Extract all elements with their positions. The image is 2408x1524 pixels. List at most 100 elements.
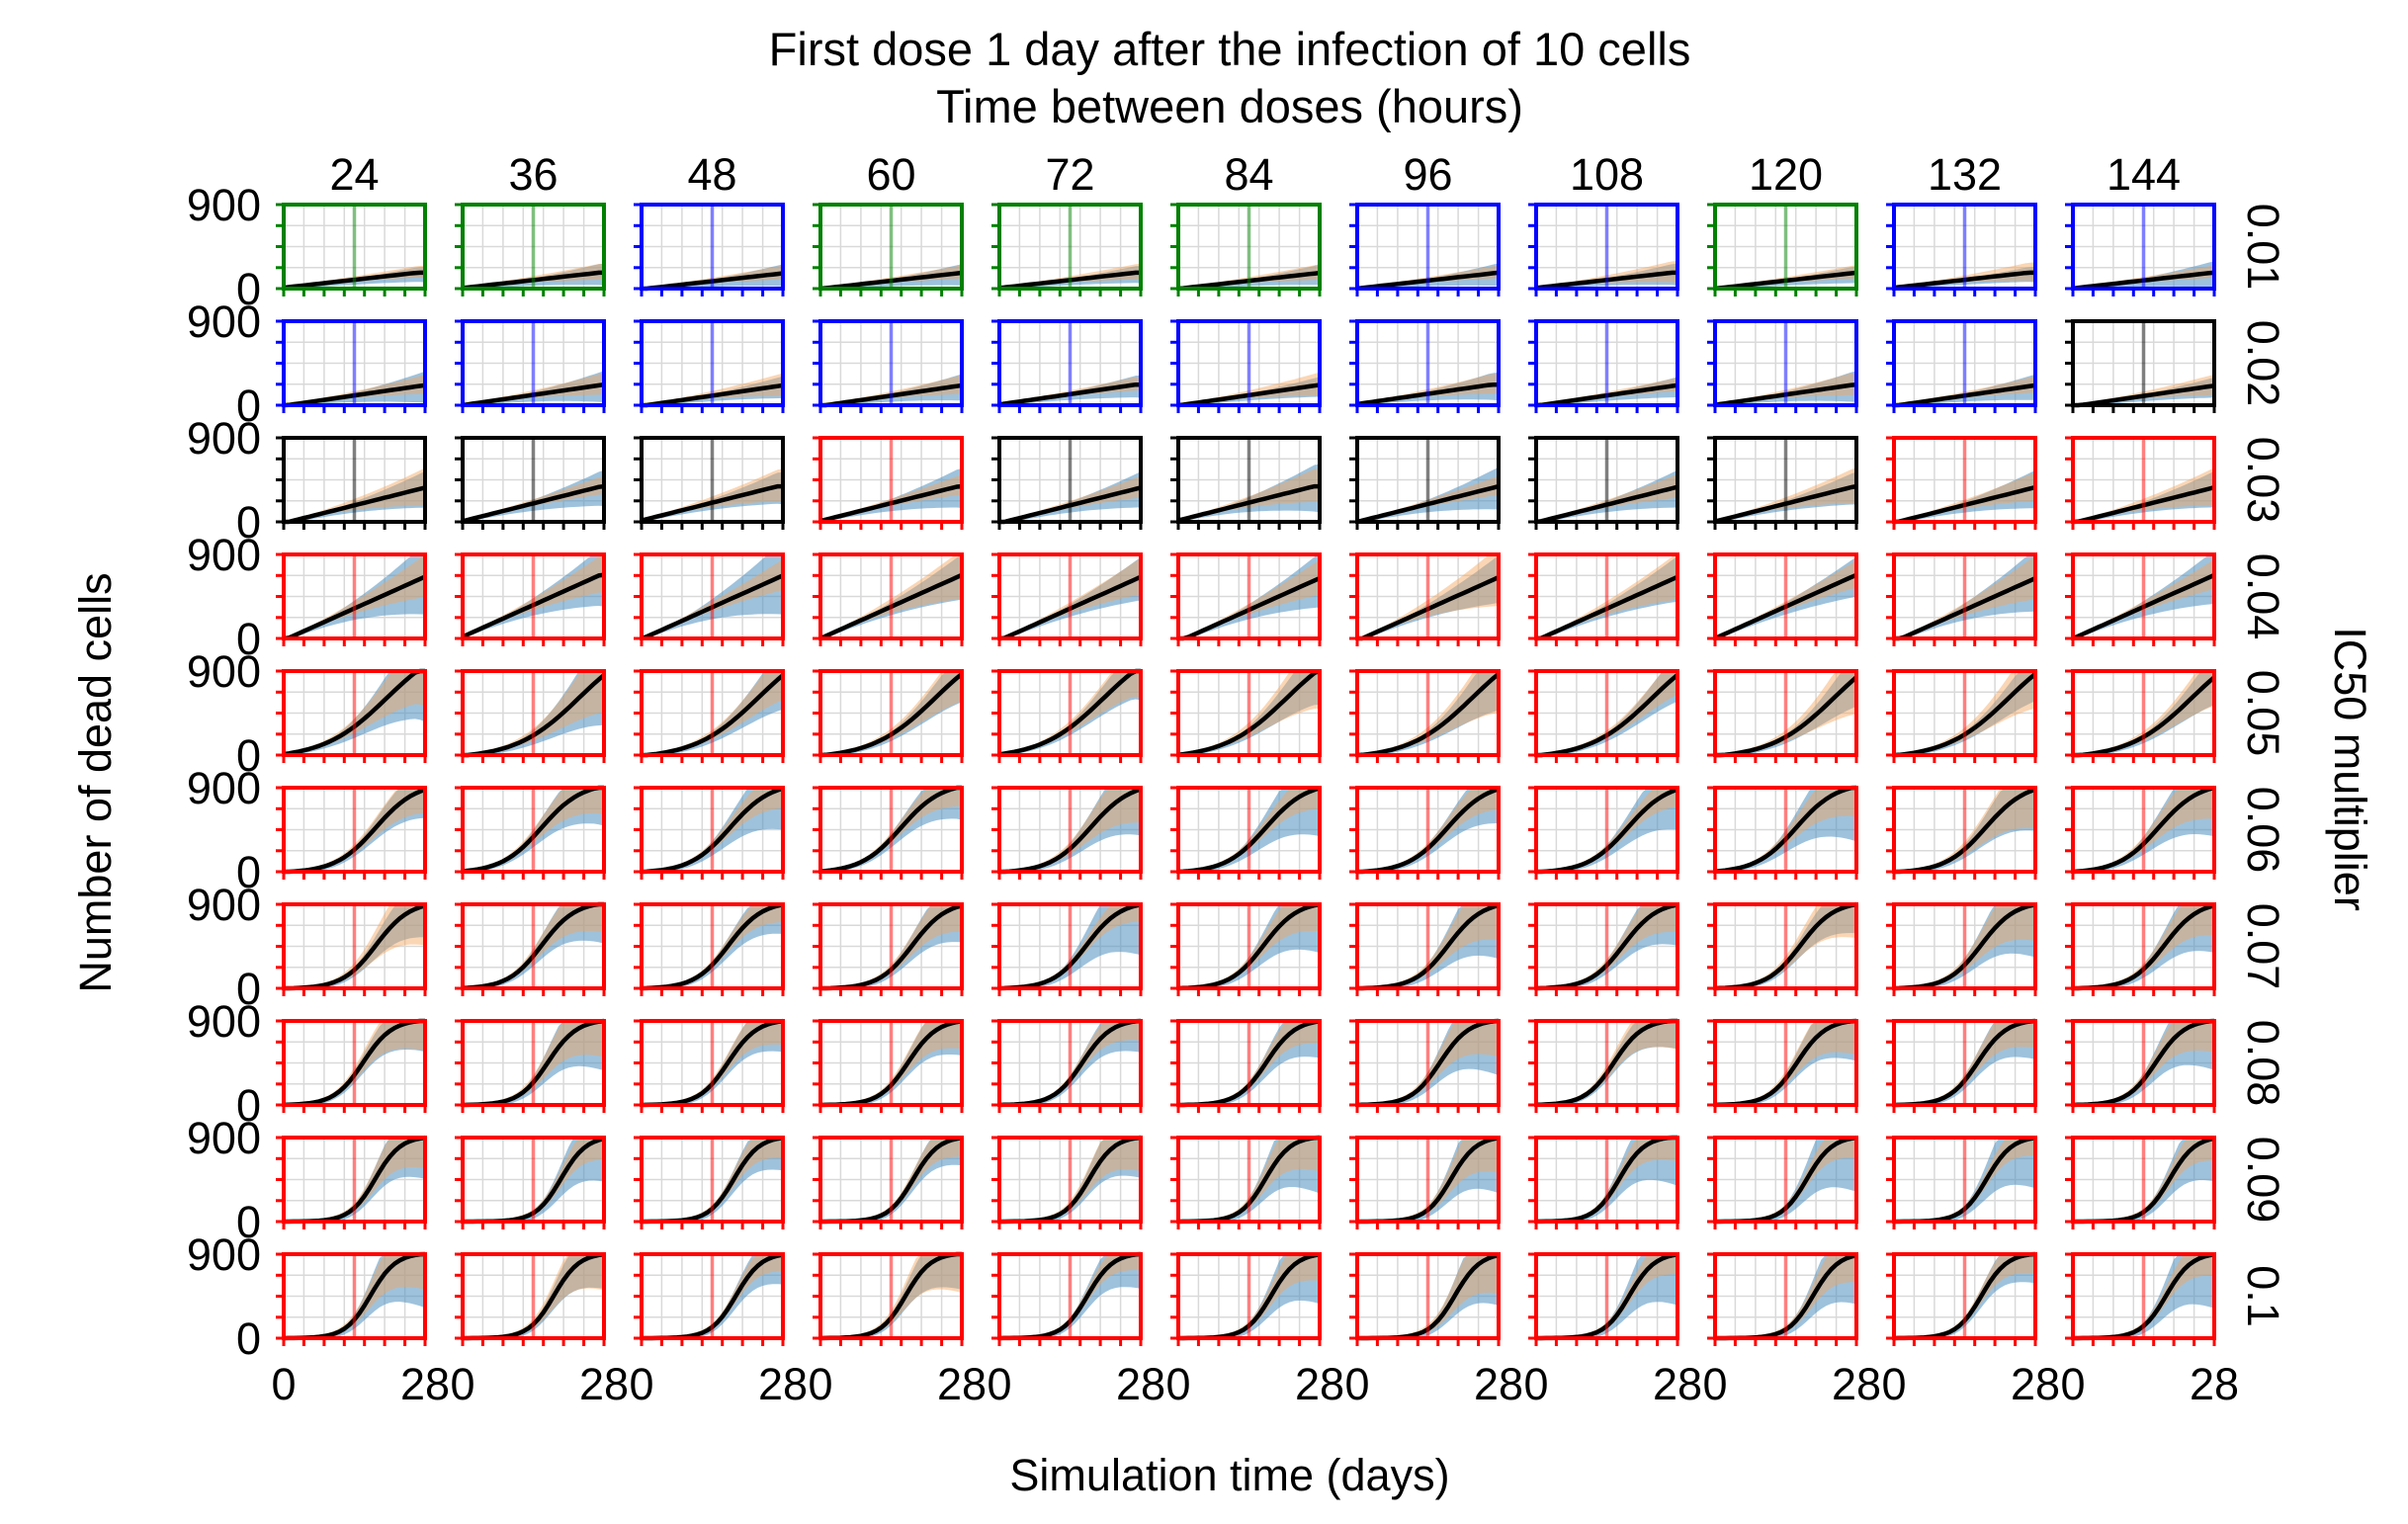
- panel-r0.01-c96: [1349, 203, 1501, 296]
- band-blue: [1178, 554, 1320, 638]
- panel-r0.08-c96: [1349, 1018, 1501, 1113]
- band-blue: [999, 1021, 1141, 1105]
- band-blue: [820, 374, 962, 405]
- x-tick-label-end: 28: [1116, 1359, 1165, 1409]
- column-label-36: 36: [508, 149, 558, 200]
- band-blue: [284, 470, 425, 522]
- panel-r0.05-c72: [991, 668, 1143, 763]
- band-orange: [1357, 1021, 1499, 1104]
- band-blue: [1536, 1021, 1677, 1105]
- panel-r0.09-c132: [1886, 1136, 2037, 1229]
- band-blue: [463, 371, 604, 405]
- column-label-132: 132: [1928, 149, 2002, 200]
- panel-r0.01-c48: [634, 203, 785, 296]
- panel-r0.09-c144: [2065, 1136, 2216, 1229]
- panel-r0.03-c108: [1528, 436, 1679, 530]
- band-blue: [1357, 466, 1499, 522]
- y-tick-label-top: 900: [187, 880, 261, 930]
- band-blue: [1357, 263, 1499, 289]
- band-orange: [820, 554, 962, 638]
- band-orange: [999, 377, 1141, 404]
- panel-r0.01-c24: [276, 203, 427, 296]
- panel-r0.07-c120: [1707, 901, 1858, 996]
- panel-r0.01-c60: [813, 203, 964, 296]
- panel-r0.06-c60: [813, 785, 964, 880]
- band-orange: [2073, 1138, 2214, 1222]
- panel-r0.01-c144: [2065, 203, 2216, 296]
- column-label-60: 60: [866, 149, 915, 200]
- band-orange: [1715, 1254, 1856, 1338]
- y-tick-label-bottom: 0: [236, 1313, 261, 1364]
- row-label-0.07: 0.07: [2238, 903, 2288, 990]
- panel-r0.02-c48: [634, 319, 785, 413]
- panel-r0.04-c48: [634, 552, 785, 646]
- band-blue: [1536, 263, 1677, 289]
- panel-r0.02-c24: [276, 319, 427, 413]
- band-orange: [1536, 473, 1677, 522]
- panel-r0.03-c132: [1886, 436, 2037, 530]
- y-tick-label-top: 900: [187, 180, 261, 230]
- band-blue: [1178, 264, 1320, 289]
- band-blue: [1178, 1138, 1320, 1222]
- x-tick-label-end: 28: [937, 1359, 987, 1409]
- y-tick-label-bottom: 0: [236, 1080, 261, 1131]
- x-tick-label-start: 0: [629, 1359, 653, 1409]
- panel-r0.03-c48: [634, 436, 785, 530]
- band-blue: [1715, 904, 1856, 988]
- panel-r0.09-c120: [1707, 1135, 1858, 1229]
- y-tick-label-bottom: 0: [236, 614, 261, 664]
- band-blue: [1357, 1254, 1499, 1338]
- y-tick-label-top: 900: [187, 763, 261, 813]
- column-label-144: 144: [2107, 149, 2181, 200]
- band-orange: [820, 788, 962, 871]
- band-orange: [1715, 1021, 1856, 1104]
- panel-r0.06-c48: [634, 786, 785, 880]
- panel-r0.09-c36: [455, 1136, 606, 1229]
- band-orange: [820, 1021, 962, 1105]
- panel-r0.06-c132: [1886, 786, 2037, 880]
- panel-r0.1-c96: [1349, 1252, 1501, 1346]
- panel-r0.09-c60: [813, 1136, 964, 1229]
- band-blue: [463, 1021, 604, 1105]
- right-axis-label: IC50 multiplier: [2325, 627, 2375, 911]
- panel-r0.05-c132: [1886, 669, 2037, 763]
- band-orange: [1715, 671, 1856, 755]
- x-tick-label-start: 0: [987, 1359, 1011, 1409]
- panel-r0.1-c24: [276, 1251, 427, 1346]
- y-tick-label-top: 900: [187, 413, 261, 464]
- band-orange: [1536, 1138, 1677, 1222]
- panel-r0.03-c60: [813, 436, 964, 530]
- band-blue: [1715, 1254, 1856, 1338]
- row-label-0.08: 0.08: [2238, 1020, 2288, 1107]
- band-orange: [1536, 261, 1677, 288]
- panel-r0.02-c36: [455, 319, 606, 413]
- panel-r0.09-c72: [991, 1135, 1143, 1229]
- band-orange: [1357, 475, 1499, 521]
- chart-title: First dose 1 day after the infection of …: [769, 23, 1691, 75]
- band-blue: [642, 376, 783, 405]
- y-tick-label-bottom: 0: [236, 497, 261, 548]
- panel-r0.09-c84: [1170, 1135, 1322, 1229]
- panel-r0.02-c84: [1170, 319, 1322, 413]
- band-blue: [1894, 469, 2035, 522]
- panel-r0.05-c48: [634, 669, 785, 763]
- band-blue: [1894, 788, 2035, 872]
- x-tick-label-end: 28: [1832, 1359, 1881, 1409]
- panel-r0.04-c144: [2065, 552, 2216, 646]
- band-blue: [999, 671, 1141, 755]
- chart-subtitle: Time between doses (hours): [936, 80, 1523, 132]
- band-blue: [1178, 904, 1320, 988]
- column-label-120: 120: [1749, 149, 1823, 200]
- panel-r0.04-c108: [1528, 552, 1679, 646]
- panel-r0.02-c72: [991, 319, 1143, 413]
- band-blue: [820, 554, 962, 638]
- column-label-84: 84: [1224, 149, 1273, 200]
- row-label-0.04: 0.04: [2238, 553, 2288, 640]
- band-blue: [2073, 377, 2214, 405]
- panel-r0.05-c24: [276, 668, 427, 763]
- panel-r0.03-c96: [1349, 436, 1501, 530]
- panel-r0.05-c120: [1707, 669, 1858, 763]
- panel-r0.07-c144: [2065, 902, 2216, 996]
- panel-r0.1-c60: [813, 1251, 964, 1346]
- band-blue: [1357, 372, 1499, 405]
